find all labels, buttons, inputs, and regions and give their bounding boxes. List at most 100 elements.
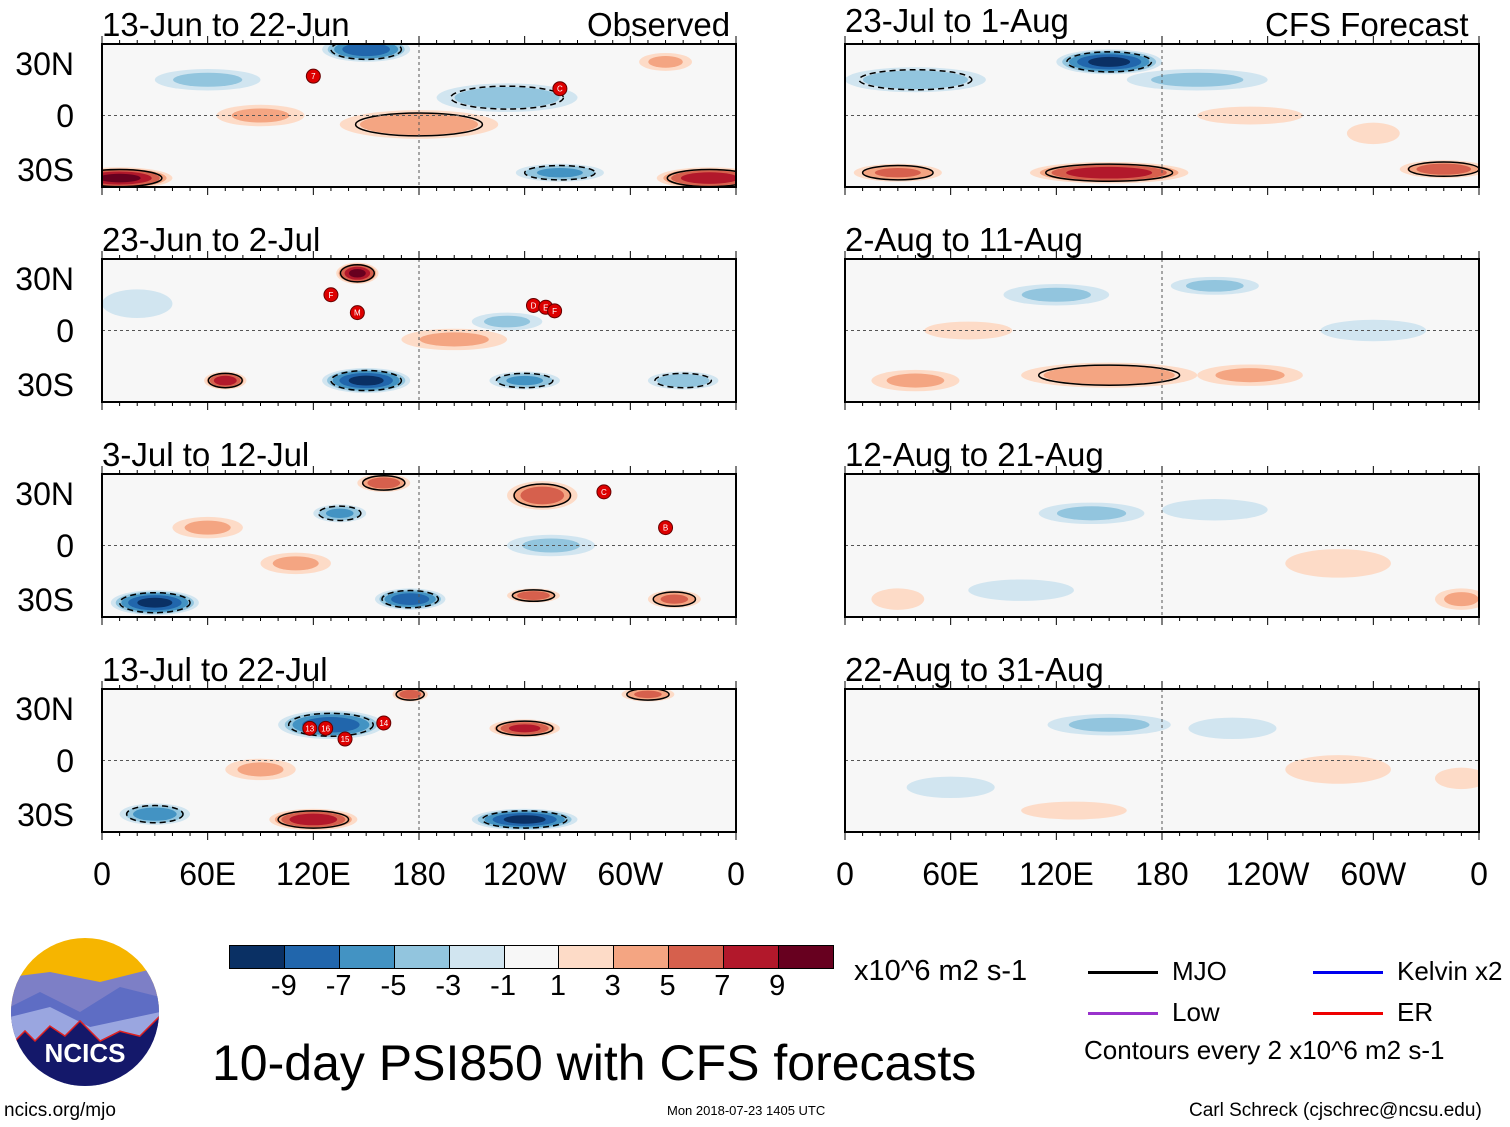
panel-title: 23-Jul to 1-Aug (845, 2, 1069, 39)
colorbar-tick-label: 9 (769, 970, 786, 1002)
panel-title: 13-Jul to 22-Jul (102, 651, 328, 688)
anomaly-contour (1434, 767, 1479, 790)
storm-marker: 14 (376, 715, 392, 731)
mjo-contour (118, 591, 191, 614)
panel-title: 13-Jun to 22-Jun (102, 6, 350, 43)
mjo-contour (861, 164, 934, 181)
lat-label: 30S (17, 367, 74, 403)
footer-url[interactable]: ncics.org/mjo (4, 1100, 116, 1121)
anomaly-contour (454, 86, 560, 109)
colorbar-bin (284, 946, 340, 968)
anomaly-contour (102, 289, 173, 318)
anomaly-contour (1043, 365, 1175, 385)
mjo-contour (207, 372, 243, 389)
contour-note: Contours every 2 x10^6 m2 s-1 (1084, 1035, 1445, 1065)
mjo-contour (626, 689, 670, 701)
lon-label: 120E (1018, 856, 1094, 892)
anomaly-contour (1186, 279, 1244, 292)
panel-title: 2-Aug to 11-Aug (845, 221, 1083, 258)
lon-label: 180 (392, 856, 446, 892)
mjo-contour (654, 372, 713, 389)
anomaly-contour (1346, 122, 1400, 145)
mjo-contour (395, 689, 426, 701)
forecast-label: CFS Forecast (1265, 6, 1469, 43)
anomaly-contour (483, 315, 531, 328)
anomaly-contour (648, 56, 683, 68)
legend-label: ER (1397, 997, 1434, 1027)
lon-label: 60E (922, 856, 980, 892)
svg-text:16: 16 (321, 724, 330, 733)
colorbar-bin (669, 946, 725, 968)
map-panel (844, 466, 1480, 625)
anomaly-contour (522, 538, 580, 553)
anomaly-contour (237, 762, 284, 777)
anomaly-contour (924, 321, 1013, 340)
lon-label: 120W (1225, 856, 1310, 892)
lon-label: 0 (727, 856, 745, 892)
mjo-contour (513, 483, 572, 508)
colorbar-tick-label: 7 (714, 970, 731, 1002)
anomaly-contour (506, 375, 544, 386)
map-panel: 7C (101, 36, 737, 195)
anomaly-contour (503, 815, 546, 824)
anomaly-contour (520, 486, 565, 505)
lon-label: 60W (597, 856, 664, 892)
storm-marker: 16 (318, 720, 334, 736)
mjo-contour (511, 589, 556, 603)
anomaly-contour (184, 520, 231, 535)
svg-text:B: B (663, 524, 668, 533)
legend-line-mjo (1088, 971, 1158, 974)
mjo-contour (495, 372, 554, 389)
colorbar (229, 945, 834, 969)
storm-marker: 13 (302, 720, 318, 736)
mjo-contour (449, 85, 565, 110)
mjo-contour (125, 804, 184, 824)
lon-label: 60E (179, 856, 237, 892)
anomaly-contour (1197, 106, 1303, 125)
storm-marker: M (349, 305, 365, 321)
anomaly-contour (1021, 801, 1127, 820)
lat-label: 30N (15, 46, 74, 82)
svg-text:7: 7 (311, 72, 316, 81)
colorbar-tick-label: -1 (490, 970, 516, 1002)
anomaly-contour (1021, 287, 1091, 302)
svg-text:13: 13 (305, 724, 314, 733)
anomaly-contour (391, 593, 430, 605)
mjo-contour (1037, 364, 1181, 386)
storm-marker: C (596, 484, 612, 500)
anomaly-contour (419, 332, 489, 347)
colorbar-tick-label: 3 (604, 970, 621, 1002)
anomaly-contour (874, 168, 921, 178)
colorbar-tick-label: -5 (380, 970, 407, 1002)
mjo-contour (523, 164, 596, 181)
anomaly-contour (1285, 755, 1391, 784)
lon-label: 0 (1470, 856, 1488, 892)
mjo-contour (652, 591, 697, 608)
storm-marker: F (547, 303, 563, 319)
mjo-contour (339, 263, 376, 283)
storm-marker: B (658, 520, 674, 536)
anomaly-contour (680, 172, 736, 184)
lat-label: 30N (15, 691, 74, 727)
colorbar-tick-label: -7 (325, 970, 352, 1002)
svg-text:M: M (354, 309, 361, 318)
mjo-contour (495, 720, 554, 737)
mjo-contour (330, 44, 403, 61)
lat-label: 0 (56, 98, 74, 134)
anomaly-contour (871, 588, 925, 610)
anomaly-contour (132, 807, 177, 821)
lon-label: 120W (482, 856, 567, 892)
lat-label: 0 (56, 528, 74, 564)
footer-author: Carl Schreck (cjschrec@ncsu.edu) (1189, 1100, 1482, 1121)
storm-marker: F (323, 287, 339, 303)
colorbar-bin (724, 946, 780, 968)
panel-title: 23-Jun to 2-Jul (102, 221, 321, 258)
mjo-contour (858, 68, 973, 91)
lat-label: 30N (15, 476, 74, 512)
colorbar-bin (559, 946, 615, 968)
svg-text:F: F (328, 291, 333, 300)
colorbar-bin (339, 946, 395, 968)
svg-text:F: F (552, 307, 557, 316)
figure-title: 10-day PSI850 with CFS forecasts (212, 1035, 977, 1091)
